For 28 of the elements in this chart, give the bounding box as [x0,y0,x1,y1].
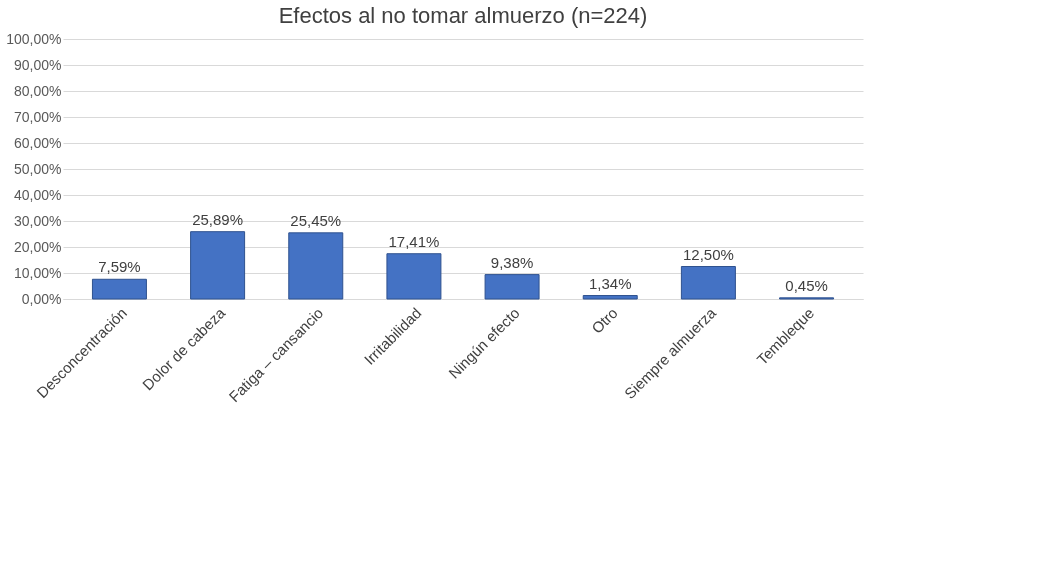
bar [190,231,246,300]
y-tick-label: 50,00% [14,160,62,177]
bar [680,266,736,300]
y-tick-label: 90,00% [14,56,62,73]
data-label: 25,45% [290,211,342,229]
x-tick-label: Otro [588,304,621,337]
y-tick-label: 70,00% [14,108,62,125]
bar [288,232,344,300]
data-label: 9,38% [490,253,534,271]
y-tick-label: 0,00% [21,290,62,307]
data-label: 12,50% [682,245,734,263]
y-tick-label: 30,00% [14,212,62,229]
data-label: 25,89% [192,210,244,228]
data-label: 7,59% [98,258,141,276]
y-tick-label: 20,00% [14,238,62,255]
bar [91,278,147,300]
bar [484,274,540,300]
data-label: 0,45% [785,276,828,294]
y-tick-label: 10,00% [14,264,62,281]
data-label: 1,34% [588,274,632,292]
y-tick-label: 100,00% [6,30,62,47]
bar [386,253,442,300]
y-tick-label: 60,00% [14,134,62,151]
y-tick-label: 80,00% [14,82,62,99]
y-tick-label: 40,00% [14,186,62,203]
chart-title: Efectos al no tomar almuerzo (n=224) [278,3,648,28]
bar [582,295,638,300]
data-label: 17,41% [388,232,440,250]
